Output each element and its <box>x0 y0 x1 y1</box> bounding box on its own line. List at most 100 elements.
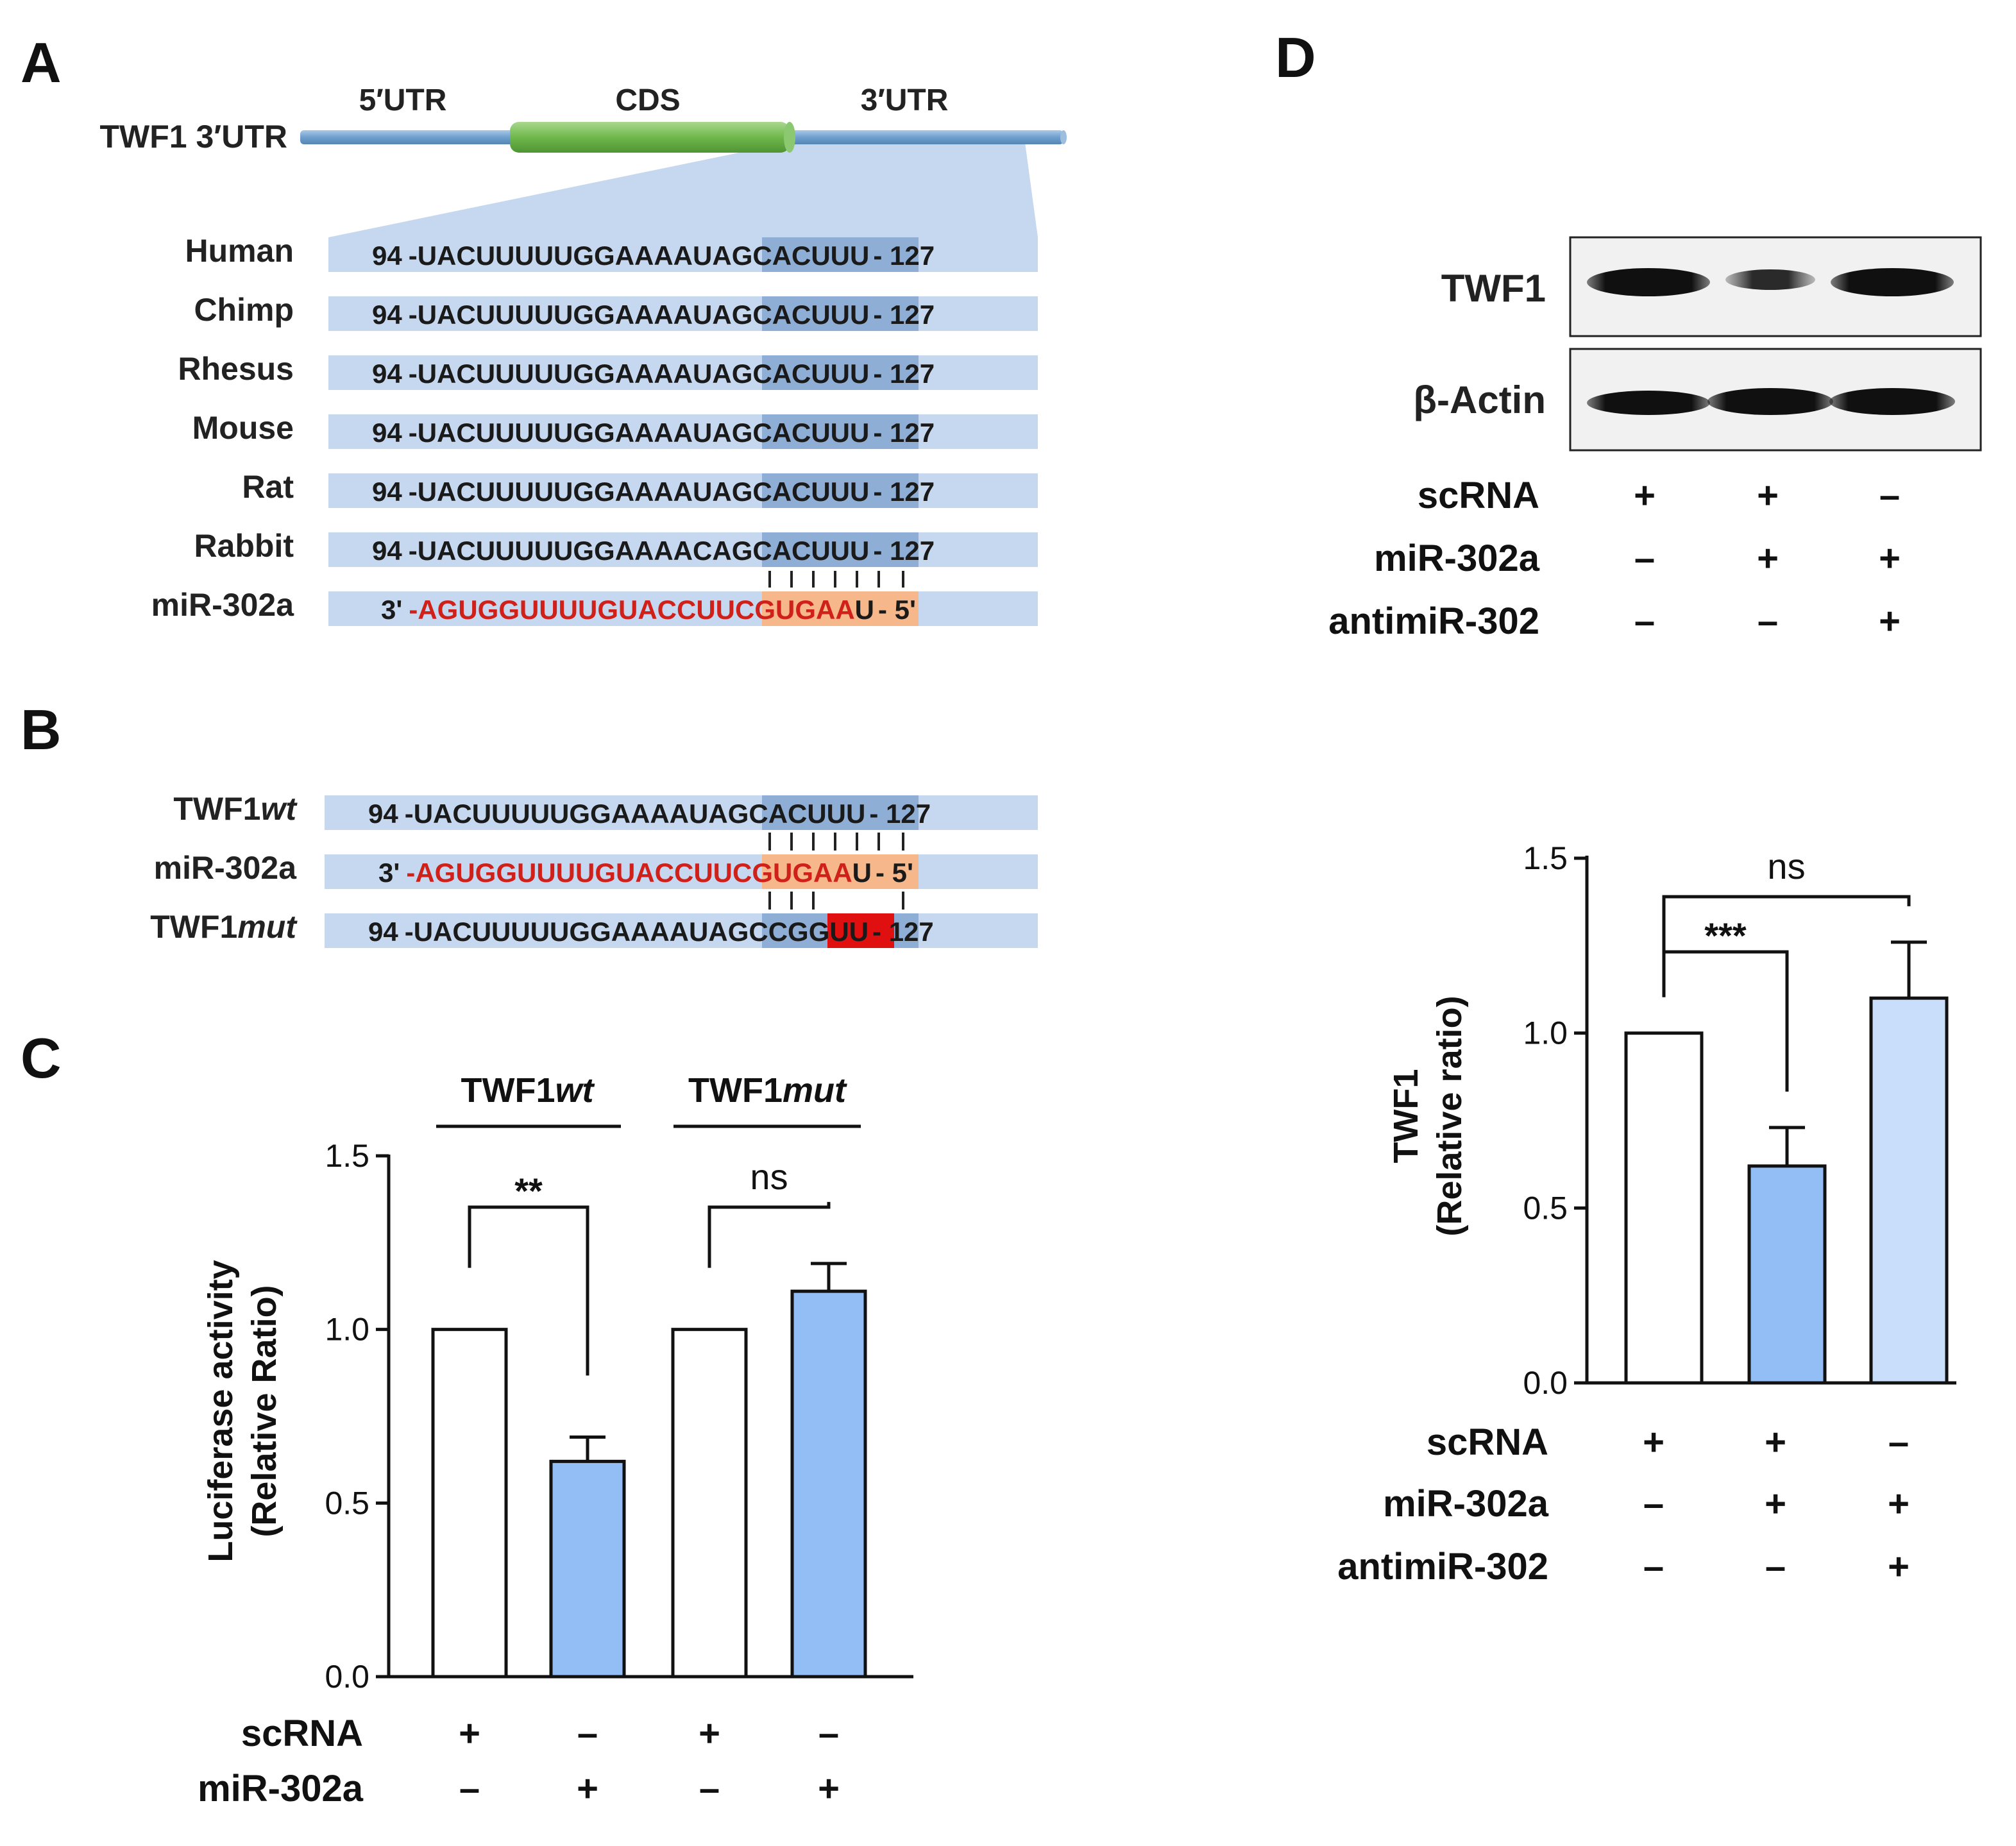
condition-label-scrna: scRNA <box>1427 1421 1548 1463</box>
panel-letter-c: C <box>21 1026 62 1090</box>
panel-letter-a: A <box>21 31 62 94</box>
sign: – <box>1634 538 1655 579</box>
sign: – <box>577 1713 598 1754</box>
blot-band <box>1587 268 1710 296</box>
row-sequence: 94 -UACUUUUUGGAAAACAGCACUUU - 127 <box>372 536 935 566</box>
group-label-mut: TWF1mut <box>688 1071 847 1110</box>
y-tick-label: 1.5 <box>325 1138 369 1174</box>
sign: + <box>577 1768 598 1809</box>
twf1-wt-label: TWF1wt <box>173 791 298 827</box>
base-pair-lines-wt <box>768 833 904 851</box>
panel-d: D TWF1 β-Actin scRNA miR-302a antimiR-30… <box>1275 26 1982 1588</box>
blot-band <box>1725 269 1815 290</box>
sign: – <box>1888 1421 1909 1463</box>
row-sequence: 94 -UACUUUUUGGAAAAUAGCACUUU - 127 <box>372 241 935 271</box>
region-label-5utr: 5′UTR <box>359 83 447 117</box>
bar <box>1869 996 1949 1385</box>
row-sequence: 94 -UACUUUUUGGAAAAUAGCACUUU - 127 <box>372 359 935 389</box>
condition-label-mir302a: miR-302a <box>198 1768 364 1809</box>
y-tick-label: 0.5 <box>325 1485 369 1521</box>
sign: – <box>818 1713 839 1754</box>
row-sequence: 94 -UACUUUUUGGAAAAUAGCACUUU - 127 <box>368 799 931 829</box>
panel-b: B TWF1wt 94 -UACUUUUUGGAAAAUAGCACUUU - 127… <box>21 698 1038 948</box>
y-axis-title-line1: Luciferase activity <box>201 1260 240 1562</box>
row-sequence: 94 -UACUUUUUGGAAAAUAGCACUUU - 127 <box>372 477 935 507</box>
species-name: Chimp <box>194 292 294 328</box>
y-ticks: 0.0 0.5 1.0 1.5 <box>1523 840 1587 1401</box>
significance-bracket <box>707 1201 831 1268</box>
bar <box>790 1289 867 1679</box>
panel-letter-d: D <box>1275 26 1316 89</box>
sign: + <box>818 1768 840 1809</box>
conditions-c: scRNA miR-302a + – + – – + – + <box>198 1713 840 1809</box>
sign: + <box>699 1713 720 1754</box>
y-axis-title-line1: TWF1 <box>1387 1069 1425 1164</box>
condition-label-scrna: scRNA <box>241 1713 363 1754</box>
sign: – <box>459 1768 480 1809</box>
seed-highlight <box>762 473 919 508</box>
seed-highlight <box>762 591 919 626</box>
blot-conditions: scRNA miR-302a antimiR-302 + + – – + + –… <box>1328 475 1901 642</box>
sign: – <box>1758 600 1778 642</box>
species-row-mouse: Mouse 94 -UACUUUUUGGAAAAUAGCACUUU - 127 <box>192 410 1038 449</box>
species-row-rat: Rat 94 -UACUUUUUGGAAAAUAGCACUUU - 127 <box>242 469 1038 508</box>
mirna-name: miR-302a <box>154 850 298 886</box>
sign: + <box>459 1713 480 1754</box>
y-tick-label: 0.5 <box>1523 1190 1568 1226</box>
cds-box <box>510 122 790 153</box>
row-band <box>328 296 1038 331</box>
seed-highlight <box>762 355 919 390</box>
blot-band <box>1707 388 1833 415</box>
seed-highlight <box>762 854 919 889</box>
condition-label-mir302a: miR-302a <box>1374 538 1540 579</box>
species-row-human: Human 94 -UACUUUUUGGAAAAUAGCACUUU - 127 <box>185 233 1038 272</box>
seed-highlight <box>762 532 919 567</box>
bars <box>431 1262 867 1679</box>
row-band <box>325 913 1038 948</box>
row-band <box>328 355 1038 390</box>
western-blot: TWF1 β-Actin scRNA miR-302a antimiR-302 … <box>1328 236 1982 642</box>
sign: – <box>1643 1483 1664 1525</box>
chart-conditions: scRNA miR-302a antimiR-302 + + – – + + –… <box>1337 1421 1910 1588</box>
row-band <box>328 237 1038 272</box>
bar <box>671 1328 748 1679</box>
sign: – <box>1643 1546 1664 1588</box>
mirna-sequence: 3' -AGUGGUUUUGUACCUUCGUGAAU - 5' <box>381 595 916 625</box>
row-band <box>328 414 1038 449</box>
row-band <box>325 795 1038 830</box>
significance-brackets: ** ns <box>468 1156 831 1376</box>
blot-label-twf1: TWF1 <box>1441 267 1546 310</box>
blot-band <box>1831 268 1954 296</box>
row-band <box>328 591 1038 626</box>
y-tick-label: 1.5 <box>1523 840 1568 876</box>
seed-highlight <box>762 414 919 449</box>
condition-label-scrna: scRNA <box>1418 475 1539 516</box>
sign: – <box>1634 600 1655 642</box>
sign: + <box>1888 1546 1910 1588</box>
sign: + <box>1879 538 1901 579</box>
utr-end-cap <box>1060 130 1067 144</box>
species-row-chimp: Chimp 94 -UACUUUUUGGAAAAUAGCACUUU - 127 <box>194 292 1038 331</box>
sign: + <box>1765 1483 1786 1525</box>
species-name: Rat <box>242 469 294 505</box>
y-axis-title-line2: (Relative Ratio) <box>245 1285 284 1537</box>
region-label-cds: CDS <box>615 83 680 117</box>
species-name: Mouse <box>192 410 294 446</box>
mirna-name: miR-302a <box>151 587 295 623</box>
y-axis-title-line2: (Relative ratio) <box>1430 995 1469 1236</box>
twf1-mut-row: TWF1mut 94 -UACUUUUUGGAAAAUAGCCGGUU - 127 <box>150 909 1038 948</box>
mirna-row-b: miR-302a 3' -AGUGGUUUUGUACCUUCGUGAAU - 5' <box>154 850 1038 889</box>
species-row-rabbit: Rabbit 94 -UACUUUUUGGAAAACAGCACUUU - 127 <box>194 528 1038 567</box>
y-tick-label: 0.0 <box>325 1659 369 1695</box>
bar <box>1747 1164 1827 1385</box>
row-sequence: 94 -UACUUUUUGGAAAAUAGCACUUU - 127 <box>372 300 935 330</box>
sign: – <box>699 1768 720 1809</box>
species-name: Human <box>185 233 294 269</box>
significance-label: ns <box>1767 846 1805 886</box>
condition-label-antimir302: antimiR-302 <box>1328 600 1539 642</box>
sign: + <box>1765 1421 1786 1463</box>
panel-c: C TWF1wt TWF1mut Luciferase activity (Re… <box>21 1026 913 1809</box>
row-band <box>325 854 1038 889</box>
mirna-row: miR-302a 3' -AGUGGUUUUGUACCUUCGUGAAU - 5' <box>151 587 1038 626</box>
